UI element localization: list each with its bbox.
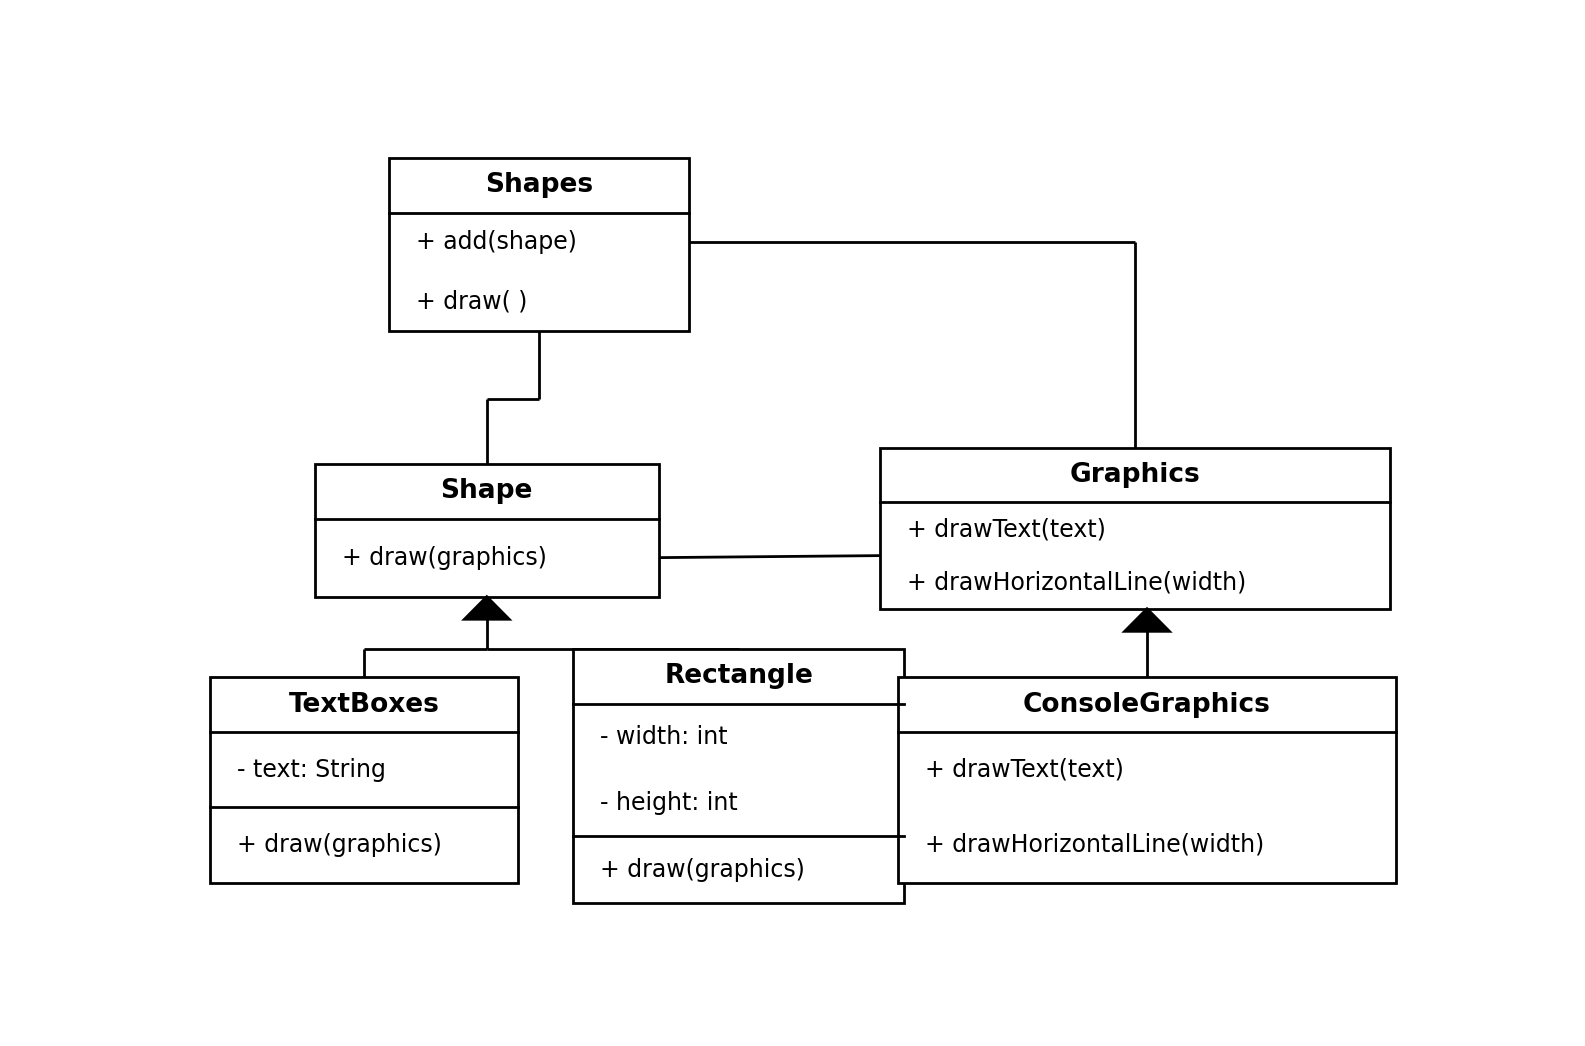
Text: Graphics: Graphics [1070,462,1200,488]
Polygon shape [464,596,509,619]
Text: + drawText(text): + drawText(text) [907,517,1106,541]
Text: + add(shape): + add(shape) [415,230,577,254]
Text: + drawHorizontalLine(width): + drawHorizontalLine(width) [926,833,1265,857]
Bar [211,677,518,883]
Text: - text: String: - text: String [238,757,387,781]
Text: TextBoxes: TextBoxes [288,691,439,718]
Text: + draw(graphics): + draw(graphics) [599,858,805,882]
Text: + draw(graphics): + draw(graphics) [342,546,547,570]
Bar [880,448,1390,609]
Text: Shape: Shape [441,478,533,504]
Text: + draw(graphics): + draw(graphics) [238,833,442,857]
Polygon shape [1125,609,1170,632]
Bar [315,463,659,596]
Text: + draw( ): + draw( ) [415,290,526,314]
Text: + drawHorizontalLine(width): + drawHorizontalLine(width) [907,570,1246,594]
Text: Rectangle: Rectangle [664,663,813,689]
Text: - width: int: - width: int [599,725,728,749]
Text: ConsoleGraphics: ConsoleGraphics [1022,691,1271,718]
Bar [572,649,905,903]
Text: - height: int: - height: int [599,791,737,815]
Text: + drawText(text): + drawText(text) [926,757,1124,781]
Bar [388,158,689,331]
Bar [899,677,1396,883]
Text: Shapes: Shapes [485,173,593,198]
